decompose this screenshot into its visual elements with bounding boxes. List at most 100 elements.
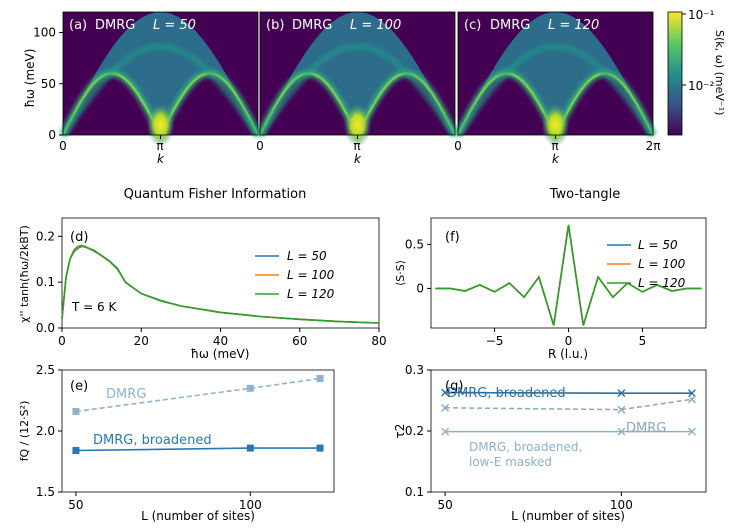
- series-marker: [441, 427, 450, 436]
- heatmap-continuum: [63, 12, 258, 135]
- series-marker: [687, 427, 696, 436]
- y-tick-label: 0.1: [36, 275, 55, 289]
- series-marker: [617, 405, 626, 414]
- panel-f-correlations: −5 0 5 0 0.5 (f) R (l.u.) ⟨S·S⟩ L = 50 L = 100 L =…: [394, 217, 707, 361]
- heatmap-hotspot: [343, 103, 372, 147]
- series-marker: [316, 444, 324, 452]
- x-tick-label: 60: [292, 334, 307, 348]
- colorbar-tick-label: 10⁻¹: [688, 8, 715, 22]
- x-tick-label: 20: [134, 334, 149, 348]
- legend-label: L = 100: [287, 268, 335, 282]
- heatmap-size-label: L = 100: [350, 18, 401, 33]
- y-axis-label: τ2: [393, 424, 407, 439]
- y-tick-label: 2.5: [36, 363, 55, 377]
- x-tick-label: 0: [58, 334, 66, 348]
- panel-e-qfi-vs-L: 50 100 1.5 2.0 2.5 (e) DMRG DMRG, broadened L (n…: [18, 363, 335, 523]
- heatmap-x-tick-label: 2π: [646, 139, 661, 153]
- panel-label: (e): [70, 379, 88, 394]
- panel-d-qfi-spectrum: 0 20 40 60 80 0.0 0.1 0.2 (d) T = 6 K ħω (meV) χ'' …: [18, 217, 387, 361]
- section-title-qfi: Quantum Fisher Information: [124, 187, 307, 202]
- series-line: [75, 377, 321, 413]
- heatmap-continuum: [458, 12, 653, 135]
- heatmap-x-tick-label: 0: [256, 139, 264, 153]
- series-marker: [687, 389, 696, 398]
- series-label: DMRG, broadened: [447, 386, 566, 401]
- legend-label: L = 120: [287, 287, 335, 301]
- y-tick-label: 1.5: [36, 485, 55, 499]
- x-tick-label: 100: [610, 498, 633, 512]
- panel-label: (f): [445, 230, 460, 245]
- y-tick-label: 0.2: [36, 229, 55, 243]
- heatmap-x-label: k: [157, 152, 165, 166]
- series-label: DMRG: [626, 421, 666, 436]
- heatmap-y-label: ħω (meV): [23, 49, 37, 108]
- heatmap-x-label: k: [354, 152, 362, 166]
- series-marker: [316, 375, 324, 383]
- x-tick-label: 80: [371, 334, 386, 348]
- series-label: DMRG: [106, 387, 146, 402]
- colorbar: 10⁻¹ 10⁻² S(k, ω) (meV⁻¹): [667, 8, 726, 136]
- panel-g-tangle-vs-L: 50 100 0.1 0.2 0.3 (g)DMRG, broadened DMRG DMRG…: [393, 363, 707, 523]
- axes-frame: [61, 369, 335, 493]
- y-tick-label: 0.0: [36, 321, 55, 335]
- heatmap-size-label: L = 120: [548, 18, 599, 33]
- heatmap-method-label: DMRG: [95, 18, 135, 33]
- y-axis-label: χ'' tanh(ħω/2kBT): [18, 225, 31, 323]
- colorbar-tick-label: 10⁻²: [688, 79, 715, 93]
- y-axis-label: ⟨S·S⟩: [394, 260, 407, 286]
- series-label: low-E masked: [469, 455, 552, 469]
- heatmap-x-tick-label: 0: [59, 139, 67, 153]
- y-tick-label: 0.3: [405, 363, 424, 377]
- x-tick-label: 0: [565, 334, 573, 348]
- series-marker: [441, 388, 450, 397]
- x-axis-label: R (l.u.): [548, 347, 588, 361]
- series-marker: [687, 395, 696, 404]
- panel-label: (c): [464, 18, 481, 33]
- heatmap-method-label: DMRG: [292, 18, 332, 33]
- panel-label: (d): [70, 230, 88, 245]
- series-marker: [246, 444, 254, 452]
- legend-label: L = 120: [638, 276, 686, 290]
- heatmap-y-tick-label: 50: [41, 77, 56, 91]
- x-tick-label: 50: [68, 498, 83, 512]
- series-label: DMRG, broadened: [93, 433, 212, 448]
- x-axis-label: ħω (meV): [191, 347, 250, 361]
- series-marker: [617, 389, 626, 398]
- heatmap-y-tick-label: 100: [33, 26, 56, 40]
- panel-label: (g): [445, 379, 463, 394]
- x-axis-label: L (number of sites): [511, 509, 625, 523]
- x-tick-label: 5: [639, 334, 647, 348]
- heatmap-band: [60, 43, 261, 137]
- panel-label: (a): [69, 18, 87, 33]
- axes-frame: [430, 217, 707, 329]
- heatmap-method-label: DMRG: [490, 18, 530, 33]
- series-line-L120: [61, 245, 380, 324]
- legend-label: L = 50: [638, 238, 678, 252]
- heatmap-y-tick-label: 0: [48, 128, 56, 142]
- x-tick-label: 100: [239, 498, 262, 512]
- colorbar-gradient: [667, 11, 683, 136]
- heatmap-panel: (c) DMRG L = 120 k: [454, 11, 657, 166]
- heatmap-x-label: k: [552, 152, 560, 166]
- panel-label: (b): [266, 18, 284, 33]
- series-marker: [72, 407, 80, 415]
- x-tick-label: 50: [437, 498, 452, 512]
- y-tick-label: 2.0: [36, 424, 55, 438]
- y-tick-label: 0.1: [405, 485, 424, 499]
- section-title-two-tangle: Two-tangle: [549, 187, 620, 202]
- heatmap-x-tick-label: 0: [454, 139, 462, 153]
- heatmap-x-tick-label: π: [156, 139, 163, 153]
- legend-label: L = 100: [638, 257, 686, 271]
- heatmap-band: [455, 43, 656, 137]
- legend-label: L = 50: [287, 249, 327, 263]
- colorbar-label: S(k, ω) (meV⁻¹): [713, 30, 726, 115]
- x-axis-label: L (number of sites): [141, 509, 255, 523]
- heatmap-panel: (b) DMRG L = 100 k: [256, 11, 459, 166]
- heatmap-row: (a) DMRG L = 50 k (b) DMRG L = 100 k (c) DMRG L = …: [59, 11, 657, 166]
- heatmap-x-ticks: 0 π 0 π 0 π 2π: [59, 139, 660, 153]
- series-marker: [617, 427, 626, 436]
- heatmap-x-tick-label: π: [353, 139, 360, 153]
- y-axis-label: fQ / (12·S²): [18, 401, 31, 462]
- heatmap-hotspot: [541, 103, 570, 147]
